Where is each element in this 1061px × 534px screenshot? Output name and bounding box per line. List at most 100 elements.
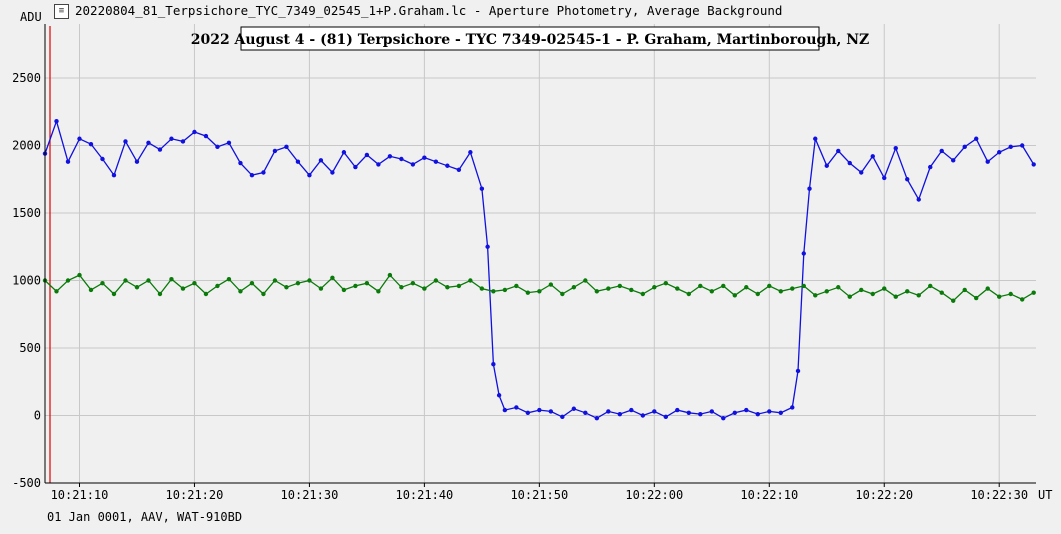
data-point [836,148,841,154]
data-point [307,173,312,178]
data-point [732,410,737,415]
data-point [755,411,760,417]
data-point [755,291,760,297]
data-point [376,289,381,294]
data-point [606,409,611,414]
data-point [537,407,542,413]
data-point [686,410,692,415]
data-point [272,148,278,154]
data-point [238,160,243,166]
data-point [732,293,737,298]
y-tick-label: 1500 [12,206,41,220]
data-point [249,173,255,178]
data-point [974,295,979,301]
data-point [100,281,105,286]
data-point [514,405,519,410]
data-point [169,136,174,141]
data-point [445,163,450,168]
data-point [824,289,829,294]
y-axis-label: ADU [20,10,42,24]
data-point [77,272,82,278]
data-point [893,294,898,299]
data-point [295,159,301,164]
data-point [192,281,197,286]
data-point [928,283,933,289]
data-point [433,159,439,164]
data-point [985,159,990,164]
data-point [951,158,956,163]
data-point [1020,297,1025,302]
data-point [813,136,818,141]
data-point [491,362,496,367]
data-point [410,162,416,167]
chart-window-icon[interactable]: ≡ [54,4,69,19]
data-point [485,244,490,249]
data-point [548,282,554,287]
data-point [548,409,554,414]
data-point [295,281,301,286]
data-point [571,406,577,411]
data-point [859,287,864,293]
data-point [100,156,105,162]
data-point [652,409,657,414]
data-point [795,368,801,374]
x-axis-label: UT [1038,488,1052,502]
data-point [226,140,232,145]
data-point [238,289,243,294]
data-point [997,294,1002,299]
data-point [88,141,94,147]
x-tick-label: 10:22:00 [625,488,683,502]
data-point [916,197,921,202]
data-point [698,283,703,289]
data-point [997,150,1002,155]
data-point [882,286,887,291]
data-point [376,162,381,167]
y-tick-label: 1000 [12,274,41,288]
data-point [962,144,967,150]
data-point [364,281,370,286]
y-tick-label: 500 [19,341,41,355]
data-point [387,272,393,278]
data-point [353,164,358,170]
data-point [709,289,714,294]
data-point [456,283,462,289]
data-point [134,285,140,290]
data-point [54,289,59,294]
data-point [54,119,59,124]
data-point [502,287,508,293]
data-point [583,278,588,283]
x-tick-label: 10:22:20 [855,488,913,502]
data-point [985,286,990,291]
data-point [249,281,255,286]
data-point [767,283,772,289]
data-point [422,286,427,291]
data-point [318,286,324,291]
data-point [364,152,370,158]
data-point [1031,162,1036,167]
footer-info: 01 Jan 0001, AAV, WAT-910BD [47,510,243,524]
data-point [330,170,335,175]
data-point [123,278,128,283]
data-point [169,276,174,282]
data-point [353,283,358,289]
data-point [807,186,812,191]
data-point [146,278,151,283]
data-point [744,407,749,413]
data-point [330,275,335,280]
data-point [479,286,485,291]
data-point [1008,144,1013,150]
data-point [663,414,669,420]
data-point [468,278,473,283]
data-point [261,170,266,175]
data-point [859,170,864,175]
x-tick-label: 10:21:30 [281,488,339,502]
data-point [468,150,473,155]
data-point [318,158,324,163]
data-point [594,289,600,294]
window-title: 20220804_81_Terpsichore_TYC_7349_02545_1… [75,3,783,18]
data-point [65,159,71,164]
data-point [974,136,979,141]
data-point [698,411,703,417]
data-point [157,147,163,152]
axes: -500 0 500 1000 1500 2000 2500 10:21:10 10:21:20… [12,10,1052,502]
